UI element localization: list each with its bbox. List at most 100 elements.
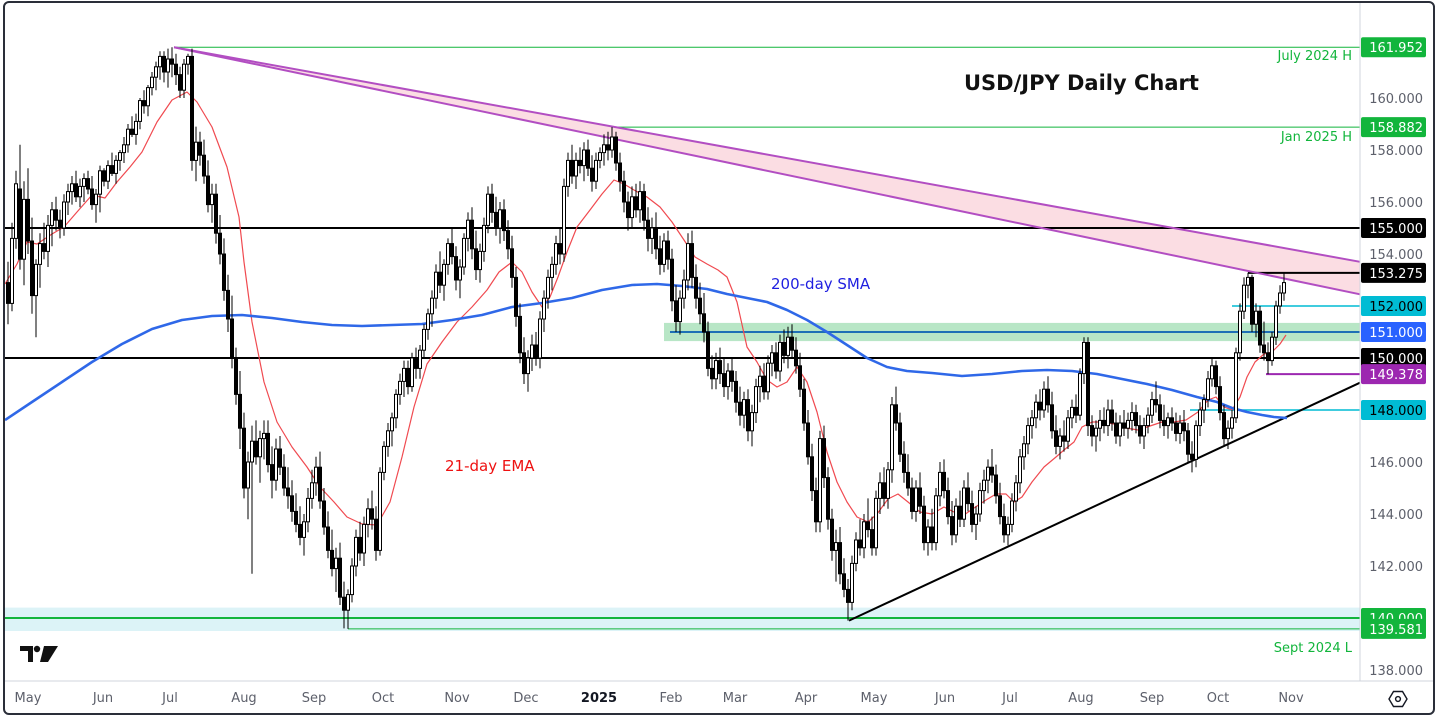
candle[interactable] <box>1246 272 1250 299</box>
candle[interactable] <box>426 308 430 340</box>
candle[interactable] <box>842 558 846 598</box>
candle[interactable] <box>1150 391 1154 423</box>
candle[interactable] <box>770 345 774 377</box>
candle[interactable] <box>662 233 666 273</box>
candle[interactable] <box>246 451 250 520</box>
candle[interactable] <box>1238 303 1242 361</box>
candle[interactable] <box>1158 394 1162 429</box>
candle[interactable] <box>434 264 438 309</box>
candle[interactable] <box>210 183 214 223</box>
candle[interactable] <box>646 207 650 252</box>
candle[interactable] <box>634 183 638 218</box>
chart-canvas[interactable]: USD/JPY Daily Chart July 2024 H Jan 2025 H… <box>5 3 1435 715</box>
candle[interactable] <box>786 326 790 369</box>
candle[interactable] <box>338 542 342 605</box>
candle[interactable] <box>454 246 458 291</box>
candle[interactable] <box>1062 420 1066 452</box>
candle[interactable] <box>1106 399 1110 436</box>
candle[interactable] <box>86 170 90 195</box>
candle[interactable] <box>126 124 130 153</box>
candle[interactable] <box>166 48 170 88</box>
candle[interactable] <box>730 358 734 392</box>
candle[interactable] <box>322 488 326 535</box>
candle[interactable] <box>438 251 442 293</box>
candle[interactable] <box>1210 358 1214 387</box>
candle[interactable] <box>1058 428 1062 460</box>
candle[interactable] <box>118 150 122 171</box>
candle[interactable] <box>78 178 82 208</box>
candle[interactable] <box>618 152 622 192</box>
candle[interactable] <box>278 436 282 475</box>
candle[interactable] <box>162 51 166 83</box>
candle[interactable] <box>422 324 426 358</box>
candle[interactable] <box>802 378 806 431</box>
candle[interactable] <box>190 48 194 171</box>
candle[interactable] <box>822 425 826 488</box>
candle[interactable] <box>1230 410 1234 439</box>
candle[interactable] <box>394 389 398 429</box>
candle[interactable] <box>534 332 538 366</box>
candle[interactable] <box>286 467 290 509</box>
time-axis[interactable]: May Jun Jul Aug Sep Oct Nov Dec 2025 Feb Mar Apr May… <box>15 691 1304 706</box>
candle[interactable] <box>962 480 966 527</box>
candle[interactable] <box>238 371 242 449</box>
candle[interactable] <box>602 134 606 166</box>
candle[interactable] <box>942 459 946 499</box>
candle[interactable] <box>1010 493 1014 533</box>
candle[interactable] <box>554 235 558 275</box>
candlesticks-layer[interactable] <box>6 47 1286 629</box>
candle[interactable] <box>750 404 754 447</box>
candle[interactable] <box>1122 410 1126 436</box>
candle[interactable] <box>266 420 270 473</box>
candle[interactable] <box>1242 277 1246 319</box>
candle[interactable] <box>1218 376 1222 421</box>
candle[interactable] <box>458 259 462 299</box>
candle[interactable] <box>378 467 382 556</box>
candle[interactable] <box>850 555 854 611</box>
candle[interactable] <box>418 345 422 379</box>
candle[interactable] <box>1038 389 1042 421</box>
candle[interactable] <box>522 337 526 384</box>
candle[interactable] <box>170 47 174 78</box>
candle[interactable] <box>114 155 118 184</box>
candle[interactable] <box>442 259 446 301</box>
candle[interactable] <box>722 358 726 397</box>
candle[interactable] <box>390 412 394 447</box>
candle[interactable] <box>558 228 562 265</box>
candle[interactable] <box>922 495 926 551</box>
candle[interactable] <box>334 547 338 592</box>
candle[interactable] <box>482 217 486 262</box>
candle[interactable] <box>310 469 314 509</box>
candle[interactable] <box>282 454 286 496</box>
candle[interactable] <box>530 334 534 371</box>
candle[interactable] <box>142 90 146 114</box>
candle[interactable] <box>234 347 238 405</box>
candle[interactable] <box>658 235 662 275</box>
candle[interactable] <box>386 423 390 457</box>
candle[interactable] <box>606 131 610 161</box>
candle[interactable] <box>94 189 98 223</box>
candle[interactable] <box>218 215 222 265</box>
candle[interactable] <box>682 269 686 309</box>
candle[interactable] <box>1046 376 1050 413</box>
candle[interactable] <box>670 248 674 312</box>
candle[interactable] <box>1110 399 1114 431</box>
candle[interactable] <box>90 176 94 210</box>
candle[interactable] <box>74 170 78 202</box>
candle[interactable] <box>838 527 842 585</box>
candle[interactable] <box>1014 475 1018 512</box>
candle[interactable] <box>406 360 410 395</box>
candle[interactable] <box>726 363 730 400</box>
candle[interactable] <box>970 490 974 533</box>
candle[interactable] <box>1166 412 1170 439</box>
candle[interactable] <box>810 443 814 501</box>
candle[interactable] <box>834 529 838 582</box>
candle[interactable] <box>782 329 786 364</box>
candle[interactable] <box>702 293 706 343</box>
candle[interactable] <box>874 490 878 556</box>
candle[interactable] <box>918 472 922 514</box>
candle[interactable] <box>58 209 62 239</box>
candle[interactable] <box>146 85 150 117</box>
candle[interactable] <box>754 378 758 423</box>
candle[interactable] <box>1094 420 1098 452</box>
